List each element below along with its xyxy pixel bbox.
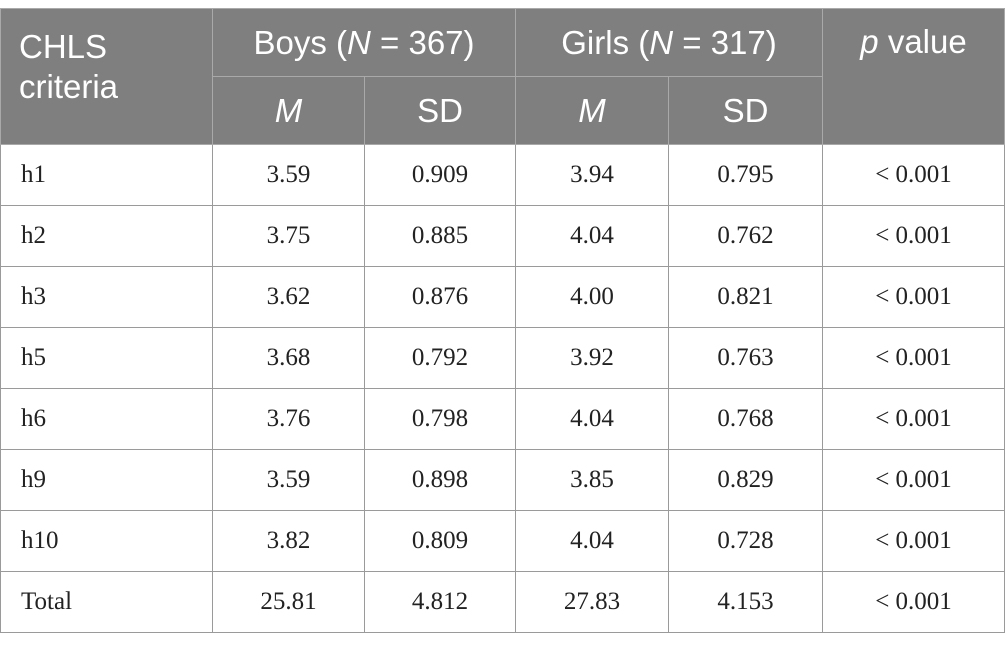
row-label: h3 <box>0 266 213 328</box>
p-value-cell: < 0.001 <box>822 449 1005 511</box>
girls-sd-cell: 0.728 <box>668 510 824 572</box>
table-header: CHLS criteria Boys (N = 367) Girls (N = … <box>0 8 1005 145</box>
boys-sd-header: SD <box>363 76 517 145</box>
girls-mean-header: M <box>515 76 670 145</box>
boys-sd-cell: 0.809 <box>363 510 517 572</box>
boys-mean-header: M <box>212 76 365 145</box>
girls-n-symbol: N <box>649 23 674 61</box>
table-row: h10 3.82 0.809 4.04 0.728 < 0.001 <box>0 510 1005 572</box>
girls-sd-cell: 0.762 <box>668 205 824 267</box>
boys-sd-cell: 4.812 <box>363 571 517 633</box>
girls-header: Girls (N = 317) <box>515 8 824 77</box>
row-label: h6 <box>0 388 213 450</box>
row-label: h10 <box>0 510 213 572</box>
boys-mean-cell: 3.75 <box>212 205 365 267</box>
boys-sd-cell: 0.876 <box>363 266 517 328</box>
p-symbol: p <box>860 23 879 60</box>
girls-sd-cell: 0.821 <box>668 266 824 328</box>
girls-mean-cell: 27.83 <box>515 571 670 633</box>
boys-mean-cell: 3.59 <box>212 144 365 206</box>
p-value-cell: < 0.001 <box>822 388 1005 450</box>
boys-mean-cell: 3.76 <box>212 388 365 450</box>
girls-mean-cell: 4.04 <box>515 205 670 267</box>
girls-header-suffix: = 317) <box>673 23 777 61</box>
table-row: h2 3.75 0.885 4.04 0.762 < 0.001 <box>0 205 1005 267</box>
table-body: h1 3.59 0.909 3.94 0.795 < 0.001 h2 3.75… <box>0 144 1005 633</box>
table-row: h1 3.59 0.909 3.94 0.795 < 0.001 <box>0 144 1005 206</box>
girls-sd-cell: 0.768 <box>668 388 824 450</box>
table-row: h6 3.76 0.798 4.04 0.768 < 0.001 <box>0 388 1005 450</box>
girls-mean-cell: 3.85 <box>515 449 670 511</box>
boys-sd-cell: 0.909 <box>363 144 517 206</box>
boys-mean-cell: 3.82 <box>212 510 365 572</box>
girls-sd-cell: 0.763 <box>668 327 824 389</box>
boys-n-symbol: N <box>347 23 371 61</box>
boys-mean-cell: 25.81 <box>212 571 365 633</box>
boys-mean-cell: 3.68 <box>212 327 365 389</box>
girls-mean-cell: 4.04 <box>515 388 670 450</box>
girls-mean-cell: 4.00 <box>515 266 670 328</box>
table-row-total: Total 25.81 4.812 27.83 4.153 < 0.001 <box>0 571 1005 633</box>
girls-sd-header: SD <box>668 76 824 145</box>
girls-sd-cell: 0.795 <box>668 144 824 206</box>
p-value-cell: < 0.001 <box>822 144 1005 206</box>
boys-header-suffix: = 367) <box>370 23 475 61</box>
boys-sd-cell: 0.885 <box>363 205 517 267</box>
girls-mean-cell: 3.92 <box>515 327 670 389</box>
girls-mean-cell: 3.94 <box>515 144 670 206</box>
boys-sd-cell: 0.898 <box>363 449 517 511</box>
table-row: h9 3.59 0.898 3.85 0.829 < 0.001 <box>0 449 1005 511</box>
results-table: CHLS criteria Boys (N = 367) Girls (N = … <box>0 8 1005 633</box>
table-row: h3 3.62 0.876 4.00 0.821 < 0.001 <box>0 266 1005 328</box>
girls-mean-cell: 4.04 <box>515 510 670 572</box>
row-label: h1 <box>0 144 213 206</box>
p-value-header: p value <box>822 8 1005 145</box>
row-label: Total <box>0 571 213 633</box>
boys-sd-cell: 0.798 <box>363 388 517 450</box>
table-row: h5 3.68 0.792 3.92 0.763 < 0.001 <box>0 327 1005 389</box>
p-value-cell: < 0.001 <box>822 205 1005 267</box>
p-value-cell: < 0.001 <box>822 510 1005 572</box>
boys-header-prefix: Boys ( <box>253 23 348 61</box>
p-value-cell: < 0.001 <box>822 327 1005 389</box>
p-value-suffix: value <box>878 23 967 60</box>
boys-mean-cell: 3.62 <box>212 266 365 328</box>
girls-sd-cell: 0.829 <box>668 449 824 511</box>
p-value-cell: < 0.001 <box>822 571 1005 633</box>
boys-sd-cell: 0.792 <box>363 327 517 389</box>
row-label: h5 <box>0 327 213 389</box>
girls-header-prefix: Girls ( <box>561 23 650 61</box>
row-label: h2 <box>0 205 213 267</box>
criteria-header: CHLS criteria <box>0 8 213 145</box>
boys-mean-cell: 3.59 <box>212 449 365 511</box>
row-label: h9 <box>0 449 213 511</box>
boys-header: Boys (N = 367) <box>211 8 517 77</box>
girls-sd-cell: 4.153 <box>668 571 824 633</box>
p-value-cell: < 0.001 <box>822 266 1005 328</box>
